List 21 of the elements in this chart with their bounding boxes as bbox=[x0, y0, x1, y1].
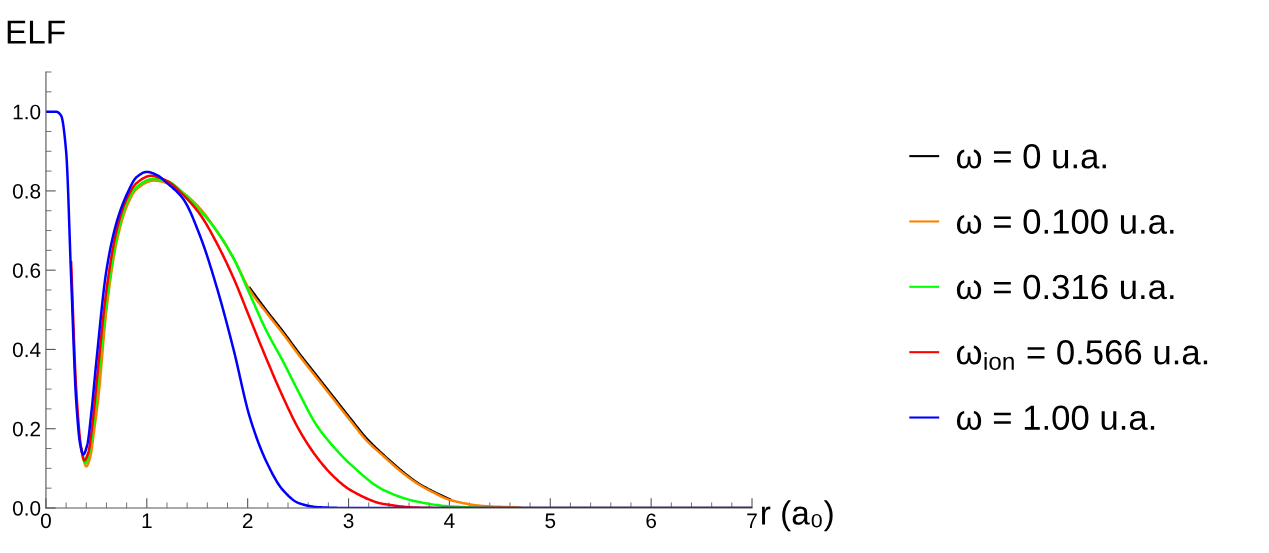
y-tick-label: 0.6 bbox=[12, 263, 41, 278]
y-tick-label: 0.2 bbox=[12, 421, 41, 437]
legend-label: ω$_{ion}$ = 0.566 u.a. bbox=[956, 340, 1208, 371]
x-tick-label: 5 bbox=[545, 513, 556, 529]
legend-label: ω = 1.00 u.a. bbox=[956, 405, 1155, 431]
y-tick-label: 0.4 bbox=[12, 342, 41, 358]
legend-label: ω = 0.100 u.a. bbox=[956, 209, 1174, 234]
y-axis-title: ELF bbox=[7, 20, 65, 44]
x-tick-label: 1 bbox=[142, 513, 152, 528]
x-tick-label: 2 bbox=[242, 513, 253, 528]
x-tick-label: 3 bbox=[343, 513, 354, 529]
legend-label: ω = 0 u.a. bbox=[956, 144, 1106, 169]
x-tick-label: 4 bbox=[444, 513, 455, 528]
y-tick-label: 0.0 bbox=[12, 500, 41, 516]
y-tick-label: 1.0 bbox=[13, 104, 41, 120]
y-tick-label: 0.8 bbox=[12, 183, 41, 199]
x-tick-label: 0 bbox=[40, 513, 51, 529]
x-tick-label: 6 bbox=[646, 513, 657, 529]
x-axis-title: r (a₀) bbox=[761, 500, 833, 532]
legend-label: ω = 0.316 u.a. bbox=[956, 274, 1174, 300]
x-tick-label: 7 bbox=[747, 513, 757, 528]
